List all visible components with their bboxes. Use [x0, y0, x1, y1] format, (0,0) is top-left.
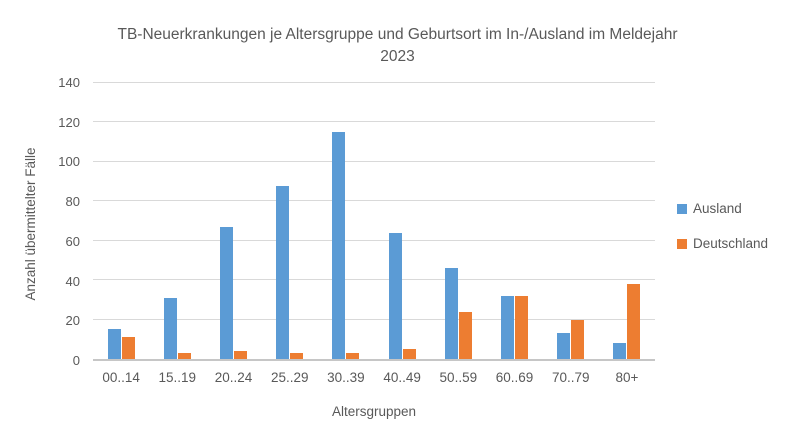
- x-tick-label-40..49: 40..49: [383, 370, 421, 385]
- x-tick-label-15..19: 15..19: [158, 370, 197, 385]
- gridline-40: [93, 279, 655, 281]
- y-axis-ticks: 0 20 40 60 80 100 120 140: [38, 75, 80, 368]
- x-tick-label-30..39: 30..39: [327, 370, 365, 385]
- gridline-20: [93, 318, 655, 320]
- y-tick-label-40: 40: [65, 274, 80, 289]
- legend: Ausland Deutschland: [677, 201, 768, 251]
- bar-deutschland-80+: [627, 284, 641, 359]
- bar-group-70..79: [543, 83, 599, 359]
- y-tick-label-100: 100: [58, 154, 80, 169]
- bar-group-50..59: [430, 83, 486, 359]
- bar-groups: [93, 83, 655, 359]
- legend-swatch-icon: [677, 203, 687, 214]
- legend-item-deutschland: Deutschland: [677, 236, 768, 251]
- gridline-100: [93, 160, 655, 162]
- x-axis-title: Altersgruppen: [331, 404, 417, 419]
- bar-ausland-80+: [613, 343, 627, 359]
- x-tick-label-00..14: 00..14: [102, 370, 140, 385]
- legend-label: Deutschland: [693, 236, 769, 251]
- bar-group-40..49: [374, 83, 430, 359]
- gridline-80: [93, 200, 655, 202]
- chart-title: TB-Neuerkrankungen je Altersgruppe und G…: [117, 26, 678, 65]
- x-tick-label-50..59: 50..59: [439, 370, 478, 385]
- plot-area: [93, 82, 655, 361]
- y-tick-label-120: 120: [58, 115, 80, 130]
- bar-ausland-20..24: [220, 226, 233, 359]
- bar-deutschland-30..39: [346, 353, 360, 359]
- bar-deutschland-20..24: [234, 351, 247, 359]
- gridline-140: [93, 82, 655, 83]
- bar-deutschland-40..49: [402, 349, 416, 359]
- legend-item-ausland: Ausland: [677, 201, 768, 216]
- gridline-60: [93, 239, 655, 241]
- y-tick-label-80: 80: [65, 194, 80, 209]
- bar-deutschland-25..29: [290, 353, 304, 359]
- y-tick-label-140: 140: [58, 75, 80, 90]
- bar-deutschland-70..79: [571, 319, 585, 359]
- x-tick-label-60..69: 60..69: [495, 370, 534, 385]
- bar-group-80+: [599, 83, 655, 359]
- bar-ausland-70..79: [557, 333, 571, 359]
- bar-ausland-30..39: [332, 132, 346, 359]
- bar-group-60..69: [486, 83, 542, 359]
- x-tick-label-25..29: 25..29: [270, 370, 309, 385]
- bar-ausland-50..59: [444, 268, 458, 359]
- bar-group-30..39: [318, 83, 374, 359]
- bar-ausland-00..14: [107, 329, 121, 359]
- legend-swatch-icon: [677, 238, 687, 249]
- bar-deutschland-50..59: [458, 311, 472, 359]
- x-tick-label-70..79: 70..79: [551, 370, 590, 385]
- bar-group-15..19: [149, 83, 205, 359]
- bar-ausland-60..69: [501, 295, 515, 359]
- bar-ausland-25..29: [276, 185, 290, 359]
- gridline-120: [93, 121, 655, 123]
- bar-group-25..29: [262, 83, 318, 359]
- y-tick-label-20: 20: [65, 313, 80, 328]
- bar-deutschland-00..14: [121, 337, 135, 359]
- bar-ausland-40..49: [388, 232, 402, 359]
- bar-group-20..24: [205, 83, 261, 359]
- bar-group-00..14: [93, 83, 149, 359]
- y-tick-label-60: 60: [65, 234, 80, 249]
- x-axis-labels: 00..14 15..19 20..24 25..29 30..39 40..49 50..…: [93, 370, 655, 385]
- legend-label: Ausland: [693, 201, 742, 216]
- x-tick-label-80+: 80+: [615, 370, 639, 385]
- bar-deutschland-60..69: [515, 295, 529, 359]
- x-tick-label-20..24: 20..24: [214, 370, 253, 385]
- bar-ausland-15..19: [163, 297, 177, 359]
- bar-deutschland-15..19: [177, 353, 191, 359]
- y-tick-label-0: 0: [72, 353, 80, 368]
